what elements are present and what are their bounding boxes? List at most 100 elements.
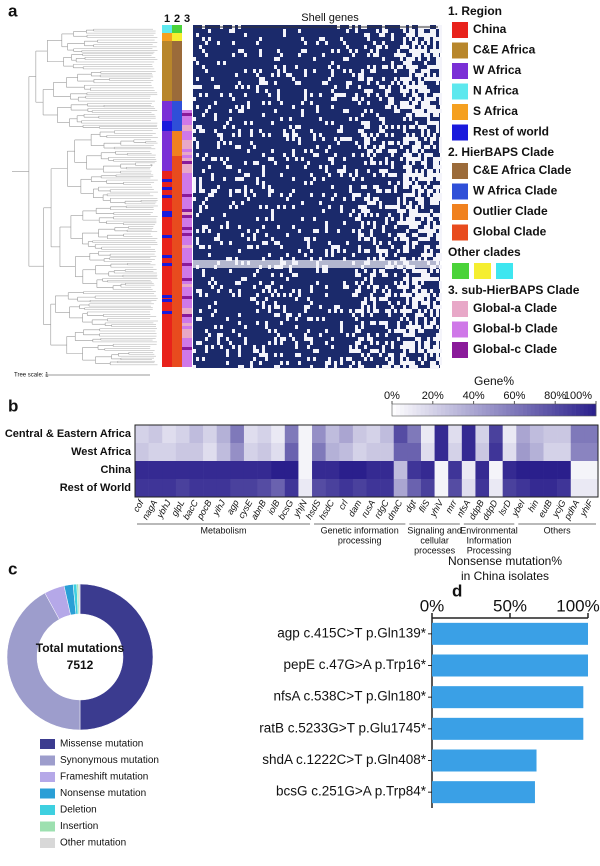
gene-cell (406, 33, 409, 37)
gene-cell (391, 125, 394, 129)
gene-cell (346, 29, 349, 33)
gene-cell (415, 285, 418, 289)
gene-cell (226, 221, 229, 225)
legend-label: Other mutation (60, 838, 126, 849)
gene-cell (370, 321, 373, 325)
gene-cell (334, 85, 337, 89)
gene-cell (385, 333, 388, 337)
gene-cell (271, 293, 274, 297)
metadata-strip (162, 299, 172, 302)
gene-cell (259, 353, 262, 357)
gene-cell (373, 257, 376, 261)
gene-cell (394, 149, 397, 153)
gene-cell (193, 137, 196, 141)
gene-cell (196, 141, 199, 145)
gene-cell (397, 321, 400, 325)
gene-cell (310, 101, 313, 105)
gene-cell (376, 197, 379, 201)
gene-cell (289, 117, 292, 121)
gene-cell (424, 229, 427, 233)
gene-cell (331, 157, 334, 161)
gene-cell (262, 353, 265, 357)
gene-cell (415, 113, 418, 117)
gene-cell (415, 37, 418, 41)
gene-cell (397, 249, 400, 253)
gene-cell (256, 89, 259, 93)
gene-cell (325, 361, 328, 365)
gene-cell (220, 325, 223, 329)
gene-cell (433, 73, 436, 77)
gene-cell (229, 117, 232, 121)
gene-cell (421, 173, 424, 177)
colorbar-tick-label: 40% (463, 390, 485, 402)
gene-cell (409, 201, 412, 205)
gene-cell (352, 253, 355, 257)
gene-cell (403, 173, 406, 177)
gene-cell (439, 217, 442, 221)
heat-cell (284, 479, 299, 498)
gene-cell (325, 165, 328, 169)
colorbar-step (587, 404, 593, 416)
heat-cell (543, 479, 558, 498)
gene-cell (277, 93, 280, 97)
heat-cell (162, 425, 177, 444)
gene-cell (253, 69, 256, 73)
gene-cell (424, 89, 427, 93)
gene-cell (409, 137, 412, 141)
gene-cell (382, 145, 385, 149)
gene-cell (403, 313, 406, 317)
gene-cell (418, 177, 421, 181)
gene-cell (436, 225, 439, 229)
colorbar-step (555, 404, 560, 416)
gene-cell (358, 229, 361, 233)
gene-cell (415, 337, 418, 341)
gene-cell (430, 77, 433, 81)
gene-cell (205, 205, 208, 209)
gene-cell (406, 157, 409, 161)
gene-cell (439, 233, 442, 237)
gene-cell (208, 165, 211, 169)
gene-cell (436, 201, 439, 205)
gene-cell (199, 293, 202, 297)
gene-cell (370, 69, 373, 73)
gene-cell (427, 53, 430, 57)
gene-label: dgt (403, 498, 418, 514)
gene-cell (439, 109, 442, 113)
gene-cell (436, 113, 439, 117)
metadata-strip (182, 209, 192, 212)
gene-cell (412, 345, 415, 349)
gene-cell (370, 157, 373, 161)
gene-cell (265, 241, 268, 245)
gene-cell (421, 81, 424, 85)
gene-cell (298, 229, 301, 233)
row-label: China (100, 464, 131, 476)
gene-cell (415, 49, 418, 53)
gene-cell (367, 77, 370, 81)
gene-cell (421, 89, 424, 93)
gene-cell (343, 69, 346, 73)
bar (432, 622, 588, 645)
gene-cell (418, 73, 421, 77)
gene-cell (424, 249, 427, 253)
gene-cell (409, 33, 412, 37)
gene-cell (430, 325, 433, 329)
gene-cell (409, 325, 412, 329)
gene-cell (202, 49, 205, 53)
gene-cell (199, 189, 202, 193)
gene-cell (298, 141, 301, 145)
gene-cell (397, 181, 400, 185)
gene-cell (412, 361, 415, 365)
gene-cell (208, 105, 211, 109)
gene-cell (433, 93, 436, 97)
gene-cell (427, 145, 430, 149)
gene-cell (316, 229, 319, 233)
heat-cell (148, 461, 163, 480)
gene-cell (352, 313, 355, 317)
gene-cell (325, 285, 328, 289)
gene-cell (316, 269, 319, 273)
gene-cell (427, 73, 430, 77)
gene-cell (304, 165, 307, 169)
heat-cell (380, 479, 395, 498)
gene-cell (430, 277, 433, 281)
gene-cell (361, 205, 364, 209)
